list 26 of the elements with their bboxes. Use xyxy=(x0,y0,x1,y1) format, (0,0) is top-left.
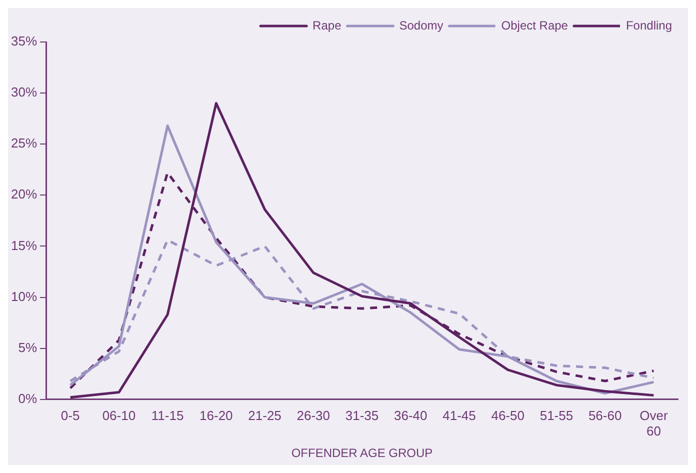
x-tick-label: 31-35 xyxy=(345,408,379,423)
x-tick-label: 21-25 xyxy=(248,408,282,423)
x-tick-label: 46-50 xyxy=(491,408,524,423)
x-tick-label: 11-15 xyxy=(151,408,184,423)
x-tick-label: 41-45 xyxy=(442,408,476,423)
y-tick-label: 15% xyxy=(10,238,38,253)
y-tick-label: 20% xyxy=(10,186,38,202)
y-tick-label: 25% xyxy=(10,136,38,151)
legend-label: Sodomy xyxy=(399,18,444,32)
x-tick-label: 06-10 xyxy=(102,408,136,423)
legend-label: Rape xyxy=(312,18,342,32)
legend-label: Fondling xyxy=(626,18,672,32)
x-axis-title: OFFENDER AGE GROUP xyxy=(291,446,433,460)
y-tick-label: 30% xyxy=(10,84,38,100)
x-tick-label: 51-55 xyxy=(540,408,574,423)
x-tick-label: Over 60 xyxy=(640,408,668,438)
x-tick-label: 0-5 xyxy=(60,408,80,423)
x-tick-label: 16-20 xyxy=(200,408,233,423)
y-tick-label: 10% xyxy=(10,288,38,304)
x-tick-label: 26-30 xyxy=(296,408,330,423)
x-tick-label: 56-60 xyxy=(588,408,622,423)
y-tick-label: 5% xyxy=(18,340,38,355)
legend-label: Object Rape xyxy=(501,18,568,32)
y-tick-label: 35% xyxy=(10,34,38,49)
x-tick-label: 36-40 xyxy=(394,408,428,423)
y-tick-label: 0% xyxy=(18,390,38,406)
